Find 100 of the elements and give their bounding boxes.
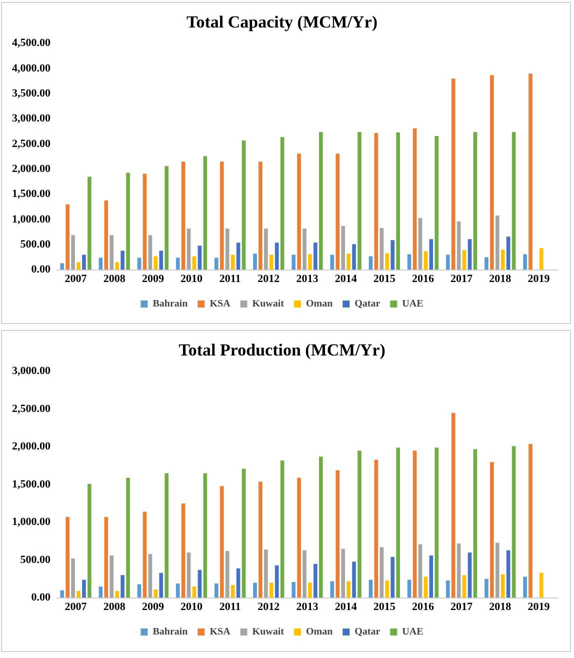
bar xyxy=(220,486,224,598)
bar xyxy=(186,228,191,270)
bar xyxy=(407,254,412,270)
bar xyxy=(512,132,516,270)
bar xyxy=(258,162,262,270)
bar xyxy=(110,556,114,598)
y-tick-label: 2,500.00 xyxy=(12,402,51,415)
y-tick-label: 2,000.00 xyxy=(12,163,51,176)
bar xyxy=(374,460,378,598)
bar xyxy=(468,239,472,270)
bar xyxy=(164,473,169,598)
bar xyxy=(253,582,257,598)
bar xyxy=(214,258,218,270)
bar xyxy=(341,548,346,598)
x-tick-label: 2013 xyxy=(296,601,319,614)
bar xyxy=(540,572,544,598)
x-tick-label: 2017 xyxy=(450,601,474,614)
bar xyxy=(523,576,527,598)
bar xyxy=(407,580,412,598)
y-tick-label: 0.00 xyxy=(31,264,51,276)
x-tick-label: 2019 xyxy=(528,601,550,614)
bar xyxy=(126,172,130,270)
x-tick-label: 2019 xyxy=(528,273,550,286)
bar xyxy=(368,580,373,598)
bar xyxy=(71,558,75,598)
bar xyxy=(500,250,505,270)
y-tick-label: 3,000.00 xyxy=(12,112,51,125)
bar xyxy=(88,484,92,598)
chart-title: Total Capacity (MCM/Yr) xyxy=(186,12,378,32)
bar xyxy=(142,174,147,270)
y-tick-label: 4,000.00 xyxy=(12,62,51,74)
x-tick-label: 2011 xyxy=(219,273,241,286)
bar xyxy=(181,503,186,598)
x-tick-label: 2010 xyxy=(180,601,204,614)
bar xyxy=(148,235,152,270)
bar xyxy=(495,542,500,598)
x-tick-label: 2009 xyxy=(142,273,164,286)
bar xyxy=(269,254,274,270)
bar xyxy=(137,584,142,598)
x-tick-label: 2009 xyxy=(142,601,164,614)
bar xyxy=(115,591,120,598)
bar xyxy=(203,473,208,598)
y-tick-label: 3,500.00 xyxy=(12,88,51,100)
bar xyxy=(274,242,279,270)
bar xyxy=(468,552,472,598)
bar xyxy=(120,575,124,598)
bar xyxy=(60,263,64,270)
y-tick-label: 1,500.00 xyxy=(12,478,51,490)
bar xyxy=(484,257,488,270)
legend-label: Kuwait xyxy=(252,298,285,310)
bar xyxy=(368,256,373,270)
x-tick-label: 2008 xyxy=(103,601,126,614)
bar xyxy=(297,478,301,598)
bar xyxy=(456,543,461,598)
y-tick-label: 4,500.00 xyxy=(12,37,51,50)
y-tick-label: 2,000.00 xyxy=(12,440,51,453)
bar xyxy=(126,478,130,598)
legend-label: UAE xyxy=(402,298,424,310)
bar xyxy=(280,460,284,598)
y-tick-label: 500.00 xyxy=(20,554,51,566)
bar xyxy=(98,258,103,270)
bar xyxy=(451,412,456,598)
x-tick-label: 2015 xyxy=(373,273,396,286)
bar xyxy=(181,162,186,270)
bar xyxy=(346,254,350,270)
bar xyxy=(253,254,257,270)
bar xyxy=(473,132,478,270)
legend-label: KSA xyxy=(210,298,232,310)
bar xyxy=(528,444,532,598)
bar xyxy=(274,565,279,598)
y-tick-label: 1,000.00 xyxy=(12,516,51,528)
bar xyxy=(66,204,70,270)
bar xyxy=(396,448,400,598)
bar xyxy=(198,246,202,270)
bar xyxy=(302,228,306,270)
bar xyxy=(462,250,466,270)
x-tick-label: 2018 xyxy=(489,273,512,286)
y-tick-label: 3,000.00 xyxy=(12,365,51,378)
bar xyxy=(104,200,108,270)
bar xyxy=(308,582,312,598)
bar xyxy=(148,554,152,598)
bar xyxy=(446,580,450,598)
y-tick-label: 2,500.00 xyxy=(12,138,51,150)
bar xyxy=(203,156,208,270)
bar xyxy=(76,591,80,598)
bar xyxy=(264,228,268,270)
bar xyxy=(380,228,384,270)
legend-label: Qatar xyxy=(354,298,381,310)
x-tick-label: 2011 xyxy=(219,601,241,614)
bar xyxy=(264,550,268,598)
bar xyxy=(523,254,527,270)
x-tick-label: 2016 xyxy=(412,601,434,614)
bar xyxy=(308,254,312,270)
bar xyxy=(429,556,434,598)
bar xyxy=(104,517,108,598)
x-tick-label: 2014 xyxy=(334,273,358,286)
bar xyxy=(225,551,230,598)
x-tick-label: 2017 xyxy=(450,273,474,286)
legend-label: UAE xyxy=(402,626,424,638)
bar xyxy=(540,248,544,270)
